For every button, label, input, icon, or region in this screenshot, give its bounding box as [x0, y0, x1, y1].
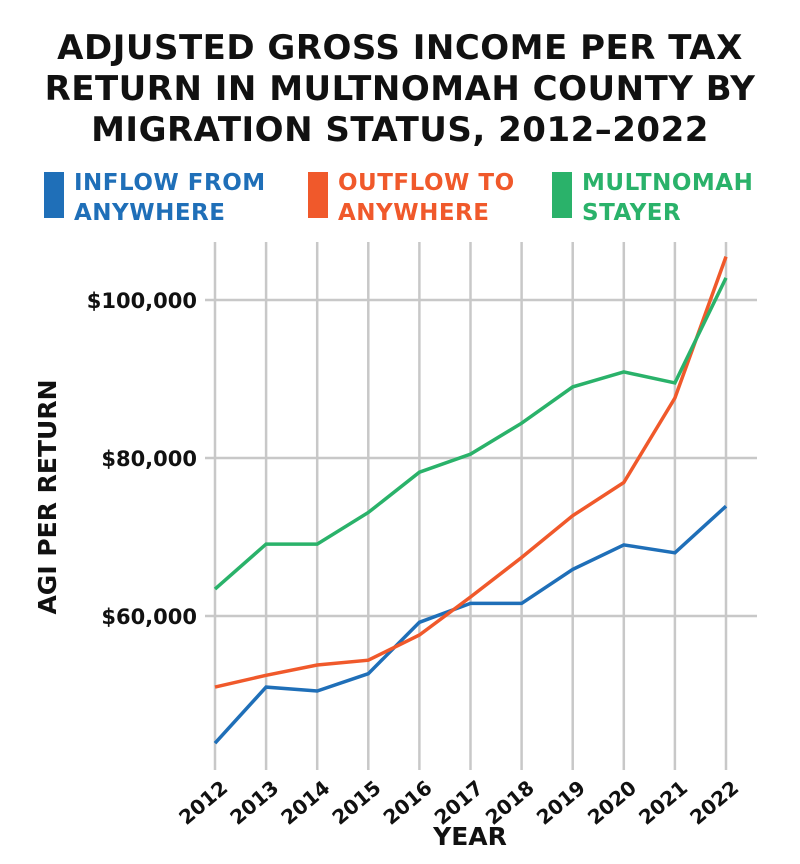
x-tick-label: 2022 [685, 775, 743, 829]
chart-title-line: MIGRATION STATUS, 2012–2022 [91, 110, 709, 150]
chart-title-line: ADJUSTED GROSS INCOME PER TAX [57, 28, 743, 68]
series-line-stayer [213, 277, 728, 591]
legend-label-line: MULTNOMAH [582, 170, 754, 196]
series-line-outflow [214, 256, 728, 689]
legend-swatch-stayer [552, 172, 572, 218]
legend-label-line: ANYWHERE [74, 200, 226, 226]
x-tick-label: 2012 [174, 775, 232, 829]
legend-label-line: INFLOW FROM [74, 170, 266, 196]
legend-swatch-outflow [308, 172, 328, 218]
y-tick-label: $60,000 [101, 605, 197, 629]
legend-label-line: ANYWHERE [338, 200, 490, 226]
y-axis-label: AGI PER RETURN [33, 379, 62, 614]
legend-label-line: OUTFLOW TO [338, 170, 515, 196]
legend-label-line: STAYER [582, 200, 682, 226]
x-axis-label: YEAR [432, 822, 507, 851]
x-tick-label: 2013 [225, 775, 283, 829]
x-tick-label: 2019 [532, 775, 590, 829]
legend-swatch-inflow [44, 172, 64, 218]
x-tick-label: 2021 [634, 775, 692, 829]
x-tick-label: 2014 [276, 775, 334, 829]
legend-label-stayer: MULTNOMAH STAYER [582, 168, 800, 228]
x-tick-label: 2016 [379, 775, 437, 829]
chart-title-line: RETURN IN MULTNOMAH COUNTY BY [44, 69, 756, 109]
legend-label-inflow: INFLOW FROM ANYWHERE [74, 168, 294, 228]
chart-title: ADJUSTED GROSS INCOME PER TAX RETURN IN … [0, 28, 800, 151]
y-tick-label: $80,000 [101, 447, 197, 471]
y-tick-label: $100,000 [87, 289, 197, 313]
series-line-inflow [213, 504, 728, 745]
x-tick-label: 2020 [583, 775, 641, 829]
x-tick-label: 2015 [327, 775, 385, 829]
legend-label-outflow: OUTFLOW TO ANYWHERE [338, 168, 558, 228]
